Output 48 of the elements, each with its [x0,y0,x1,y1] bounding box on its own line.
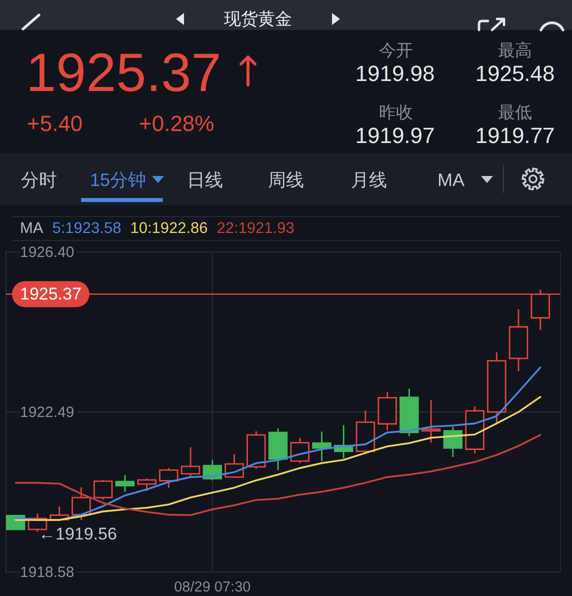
candlestick [72,486,91,521]
text: 1919.77 [475,123,555,148]
text: 周线 [268,170,304,190]
text: 15分钟 [90,170,146,190]
annotation: ←1919.56 [38,524,117,544]
text: 1919.97 [355,123,435,148]
candlestick [137,478,156,492]
text: 1919.98 [355,61,435,86]
x-tick-label: 08/29 07:30 [174,579,251,596]
text: 1925.48 [475,61,555,86]
text: 昨收 [379,103,413,122]
candlestick [290,437,310,464]
candlestick [180,446,200,477]
text: 现货黄金 [224,10,292,28]
candlestick [115,474,135,492]
candlestick [487,352,506,424]
text: 10:1922.86 [130,220,208,237]
y-tick-label: 1918.58 [20,564,74,581]
candlestick [268,428,288,471]
legend-title: MA [20,220,44,237]
candlestick [400,388,419,437]
candlestick [312,430,332,462]
candlestick [508,308,528,372]
candlestick [421,399,441,444]
text: 最高 [498,41,532,60]
text: 5:1923.58 [52,220,122,237]
text: +5.40 [27,111,83,136]
text: MA [438,170,464,190]
candlestick [465,406,484,454]
text: 今开 [379,41,413,60]
line-series [14,366,542,521]
line-series [14,396,542,521]
text: 月线 [351,170,387,190]
line-series [14,434,542,516]
candlestick [159,467,178,488]
text: 日线 [187,170,223,190]
y-tick-label: 1926.40 [20,244,74,261]
text: 1925.37 [26,43,222,103]
text: +0.28% [139,111,214,136]
text: 22:1921.93 [216,220,294,237]
candlestick [356,410,376,454]
text: 分时 [21,170,57,190]
ref-line-label: 1925.37 [20,284,82,304]
y-tick-label: 1922.49 [20,404,74,421]
candlestick [93,479,113,500]
candlestick [246,430,266,470]
candlestick [378,391,397,432]
text: 最低 [498,103,532,122]
